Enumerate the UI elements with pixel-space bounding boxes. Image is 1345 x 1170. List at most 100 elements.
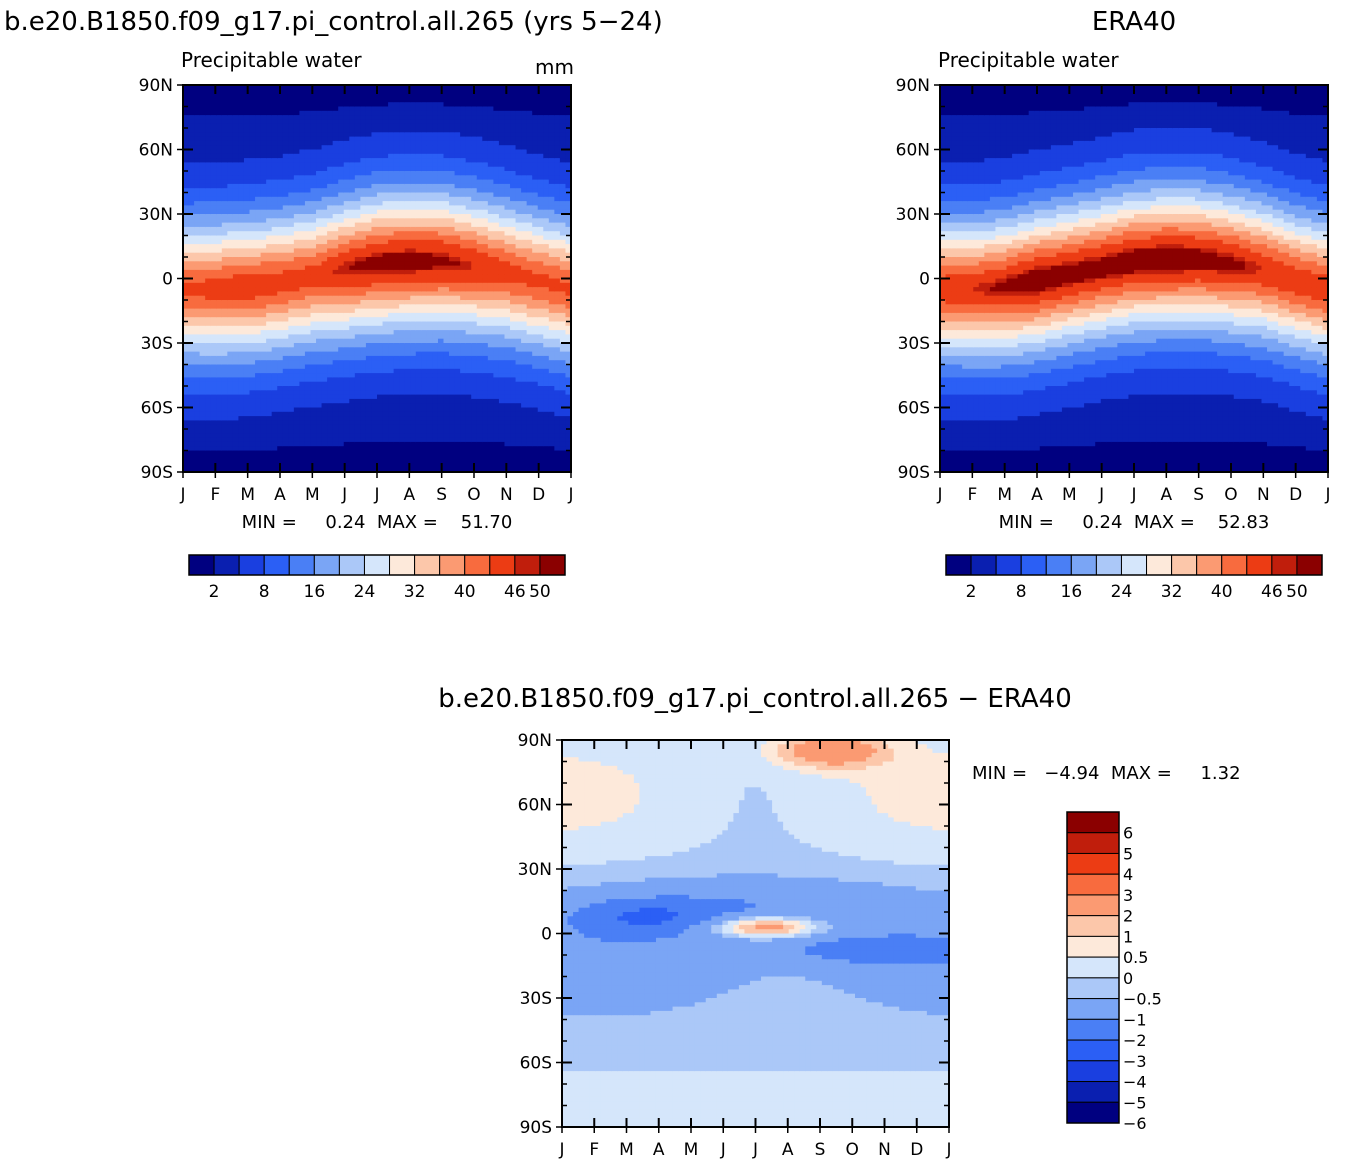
panel-a-y-tick-label: 90S: [141, 463, 173, 483]
panel-c-colorbar-label: 5: [1123, 844, 1133, 863]
panel-c-x-tick-label: A: [653, 1140, 665, 1160]
panel-a-y-tick-label: 60S: [141, 399, 173, 419]
panel-a-x-tick-label: S: [436, 485, 447, 505]
panel-c-y-tick-label: 30N: [518, 860, 552, 880]
panel-c-y-tick-label: 60N: [518, 796, 552, 816]
panel-b-colorbar-box: [1146, 554, 1173, 576]
panel-b-colorbar-label: 16: [1061, 582, 1083, 602]
panel-c-x-tick-label: M: [619, 1140, 634, 1160]
panel-c-colorbar-box: [1066, 894, 1120, 917]
panel-a-x-tick-label: A: [274, 485, 286, 505]
panel-c-min-max: MIN = −4.94 MAX = 1.32: [972, 763, 1241, 784]
panel-c-x-tick-label: D: [910, 1140, 923, 1160]
panel-b-y-tick-label: 90N: [896, 76, 930, 96]
panel-a-subtitle: Precipitable water: [181, 48, 362, 72]
panel-c-x-tick-label: A: [782, 1140, 794, 1160]
panel-b-colorbar-box: [995, 554, 1022, 576]
panel-b-y-tick-label: 90S: [898, 463, 930, 483]
panel-a-colorbar-box: [489, 554, 516, 576]
panel-a-colorbar-box: [338, 554, 365, 576]
panel-b-x-tick-label: M: [997, 485, 1012, 505]
panel-a-colorbar-label: 32: [404, 582, 426, 602]
panel-c-colorbar-label: −0.5: [1123, 990, 1162, 1009]
panel-c-x-tick-label: F: [589, 1140, 599, 1160]
panel-c-colorbar-box: [1066, 873, 1120, 896]
panel-b-y-tick-label: 60S: [898, 399, 930, 419]
panel-b-x-tick-label: N: [1257, 485, 1270, 505]
panel-c-colorbar-box: [1066, 977, 1120, 1000]
panel-c-x-tick-label: M: [684, 1140, 699, 1160]
panel-a-units: mm: [535, 55, 574, 79]
panel-c-colorbar-label: 3: [1123, 886, 1133, 905]
panel-a-colorbar: 2 8 16 24 32 40 46 50: [188, 554, 566, 602]
panel-a-colorbar-box: [464, 554, 491, 576]
panel-c-colorbar-label: −4: [1123, 1073, 1147, 1092]
panel-a-x-tick-label: J: [567, 485, 573, 505]
panel-c-y-tick-label: 30S: [520, 989, 552, 1009]
panel-c-colorbar-box: [1066, 811, 1120, 834]
panel-c-x-tick-label: J: [558, 1140, 564, 1160]
panel-c-x-tick-label: J: [945, 1140, 951, 1160]
panel-c-x-tick-label: J: [720, 1140, 726, 1160]
panel-c-colorbar-label: 0: [1123, 969, 1133, 988]
panel-a-min-max: MIN = 0.24 MAX = 51.70: [242, 512, 513, 533]
panel-a-colorbar-box: [389, 554, 416, 576]
panel-c-colorbar-box: [1066, 1060, 1120, 1083]
panel-a-y-tick-label: 30N: [139, 205, 173, 225]
panel-b-colorbar-box: [1296, 554, 1323, 576]
panel-b-colorbar-box: [945, 554, 972, 576]
panel-c-colorbar-box: [1066, 1081, 1120, 1103]
panel-b-min-max: MIN = 0.24 MAX = 52.83: [999, 512, 1270, 533]
panel-b-colorbar-label: 32: [1161, 582, 1183, 602]
panel-a-colorbar-label: 40: [454, 582, 476, 602]
panel-b-x-tick-label: J: [1130, 485, 1136, 505]
panel-b-colorbar-box: [1196, 554, 1223, 576]
panel-b-colorbar-box: [1120, 554, 1148, 576]
panel-b-y-tick-label: 60N: [896, 141, 930, 161]
panel-c-colorbar-box: [1066, 852, 1120, 875]
panel-b-colorbar-box: [970, 554, 997, 576]
panel-b-x-tick-label: J: [936, 485, 942, 505]
panel-a-x-tick-label: M: [305, 485, 320, 505]
panel-b-colorbar-box: [1171, 554, 1198, 576]
panel-a-colorbar-box: [514, 554, 541, 576]
panel-b-x-tick-label: S: [1193, 485, 1204, 505]
panel-b-y-tick-label: 30N: [896, 205, 930, 225]
panel-b-colorbar: 2 8 16 24 32 40 46 50: [945, 554, 1323, 602]
panel-b-colorbar-box: [1221, 554, 1248, 576]
panel-b-y-tick-label: 30S: [898, 334, 930, 354]
panel-b-x-tick-label: J: [1098, 485, 1104, 505]
panel-b-colorbar-box: [1070, 554, 1097, 576]
panel-b-colorbar-box: [1045, 554, 1072, 576]
panel-b-x-tick-label: D: [1289, 485, 1302, 505]
panel-c-colorbar-label: 2: [1123, 907, 1133, 926]
panel-b-colorbar-box: [1020, 554, 1047, 576]
panel-a-x-tick-label: M: [240, 485, 255, 505]
panel-b-colorbar-label: 46: [1261, 582, 1283, 602]
panel-c-colorbar-label: −6: [1123, 1114, 1147, 1133]
panel-a-colorbar-box: [539, 554, 566, 576]
panel-a-colorbar-label: 50: [529, 582, 551, 602]
panel-b-colorbar-label: 40: [1211, 582, 1233, 602]
panel-c-colorbar-label: −2: [1123, 1031, 1147, 1050]
panel-a-colorbar-box: [414, 554, 441, 576]
panel-b-colorbar-label: 2: [966, 582, 977, 602]
panel-a-x-tick-label: O: [467, 485, 480, 505]
panel-a-x-tick-label: J: [373, 485, 379, 505]
panel-a-x-tick-label: A: [404, 485, 416, 505]
panel-b-colorbar-box: [1271, 554, 1298, 576]
panel-a-colorbar-box: [188, 554, 215, 576]
panel-a-colorbar-box: [213, 554, 240, 576]
panel-a-y-tick-label: 30S: [141, 334, 173, 354]
panel-c-colorbar-box: [1066, 935, 1120, 958]
panel-c-colorbar-label: 6: [1123, 824, 1133, 843]
panel-c-x-tick-label: S: [815, 1140, 826, 1160]
panel-b-x-tick-label: J: [1324, 485, 1330, 505]
panel-c-colorbar-box: [1066, 832, 1120, 854]
panel-c-colorbar-box: [1066, 915, 1120, 937]
panel-a-colorbar-label: 8: [259, 582, 270, 602]
panel-a-y-tick-label: 60N: [139, 141, 173, 161]
panel-c-y-tick-label: 0: [541, 925, 552, 945]
